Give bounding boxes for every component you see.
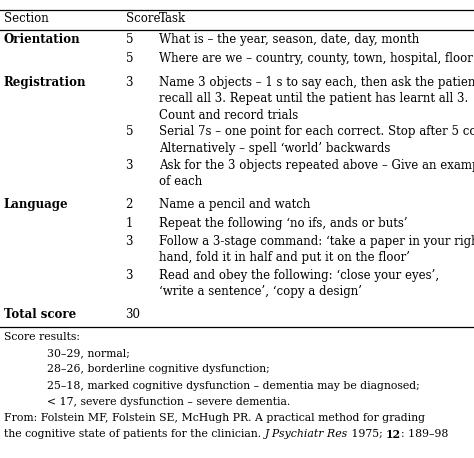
Text: 5: 5 [126,33,133,46]
Text: Where are we – country, county, town, hospital, floor: Where are we – country, county, town, ho… [159,52,473,65]
Text: 2: 2 [126,198,133,211]
Text: 3: 3 [126,269,133,282]
Text: 25–18, marked cognitive dysfunction – dementia may be diagnosed;: 25–18, marked cognitive dysfunction – de… [47,381,420,391]
Text: 28–26, borderline cognitive dysfunction;: 28–26, borderline cognitive dysfunction; [47,365,270,374]
Text: Ask for the 3 objects repeated above – Give an example
of each: Ask for the 3 objects repeated above – G… [159,159,474,188]
Text: Follow a 3-stage command: ‘take a paper in your right
hand, fold it in half and : Follow a 3-stage command: ‘take a paper … [159,235,474,264]
Text: : 189–98: : 189–98 [401,429,448,439]
Text: From: Folstein MF, Folstein SE, McHugh PR. A practical method for grading: From: Folstein MF, Folstein SE, McHugh P… [4,413,425,423]
Text: Name a pencil and watch: Name a pencil and watch [159,198,310,211]
Text: Total score: Total score [4,308,76,321]
Text: 1975;: 1975; [347,429,386,439]
Text: Repeat the following ‘no ifs, ands or buts’: Repeat the following ‘no ifs, ands or bu… [159,217,408,229]
Text: Section: Section [4,12,48,25]
Text: 5: 5 [126,52,133,65]
Text: 30: 30 [126,308,141,321]
Text: Orientation: Orientation [4,33,81,46]
Text: 30–29, normal;: 30–29, normal; [47,348,130,358]
Text: Task: Task [159,12,186,25]
Text: 3: 3 [126,235,133,248]
Text: Registration: Registration [4,76,86,88]
Text: 1: 1 [126,217,133,229]
Text: Name 3 objects – 1 s to say each, then ask the patient to
recall all 3. Repeat u: Name 3 objects – 1 s to say each, then a… [159,76,474,121]
Text: 3: 3 [126,76,133,88]
Text: 3: 3 [126,159,133,172]
Text: 12: 12 [386,429,401,440]
Text: the cognitive state of patients for the clinician.: the cognitive state of patients for the … [4,429,264,439]
Text: Serial 7s – one point for each correct. Stop after 5 correct.
Alternatively – sp: Serial 7s – one point for each correct. … [159,125,474,154]
Text: Score: Score [126,12,160,25]
Text: J Psychiatr Res: J Psychiatr Res [264,429,347,439]
Text: Read and obey the following: ‘close your eyes’,
‘write a sentence’, ‘copy a desi: Read and obey the following: ‘close your… [159,269,439,298]
Text: < 17, severe dysfunction – severe dementia.: < 17, severe dysfunction – severe dement… [47,397,291,407]
Text: Language: Language [4,198,68,211]
Text: 5: 5 [126,125,133,138]
Text: Score results:: Score results: [4,332,80,342]
Text: What is – the year, season, date, day, month: What is – the year, season, date, day, m… [159,33,419,46]
